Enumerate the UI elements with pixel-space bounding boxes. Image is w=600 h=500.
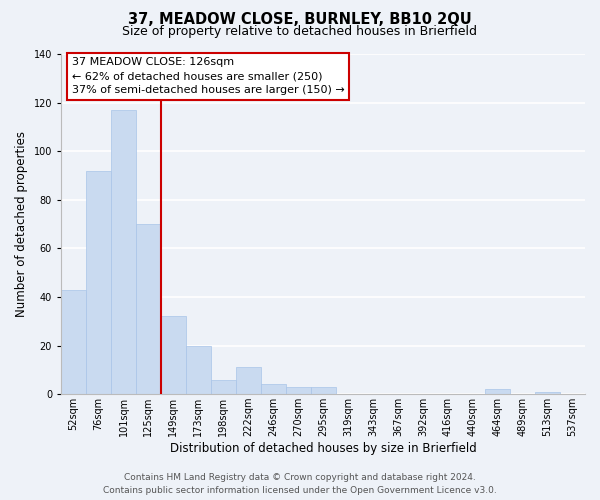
Bar	[86, 170, 111, 394]
Bar	[111, 110, 136, 394]
Bar	[535, 392, 560, 394]
Bar	[311, 387, 335, 394]
Y-axis label: Number of detached properties: Number of detached properties	[15, 131, 28, 317]
Bar	[61, 290, 86, 394]
Bar	[286, 387, 311, 394]
X-axis label: Distribution of detached houses by size in Brierfield: Distribution of detached houses by size …	[170, 442, 476, 455]
Bar	[136, 224, 161, 394]
Text: 37 MEADOW CLOSE: 126sqm
← 62% of detached houses are smaller (250)
37% of semi-d: 37 MEADOW CLOSE: 126sqm ← 62% of detache…	[71, 58, 344, 96]
Bar	[260, 384, 286, 394]
Bar	[186, 346, 211, 394]
Bar	[161, 316, 186, 394]
Bar	[485, 390, 510, 394]
Bar	[236, 368, 260, 394]
Text: Contains HM Land Registry data © Crown copyright and database right 2024.
Contai: Contains HM Land Registry data © Crown c…	[103, 474, 497, 495]
Text: Size of property relative to detached houses in Brierfield: Size of property relative to detached ho…	[122, 25, 478, 38]
Bar	[211, 380, 236, 394]
Text: 37, MEADOW CLOSE, BURNLEY, BB10 2QU: 37, MEADOW CLOSE, BURNLEY, BB10 2QU	[128, 12, 472, 28]
